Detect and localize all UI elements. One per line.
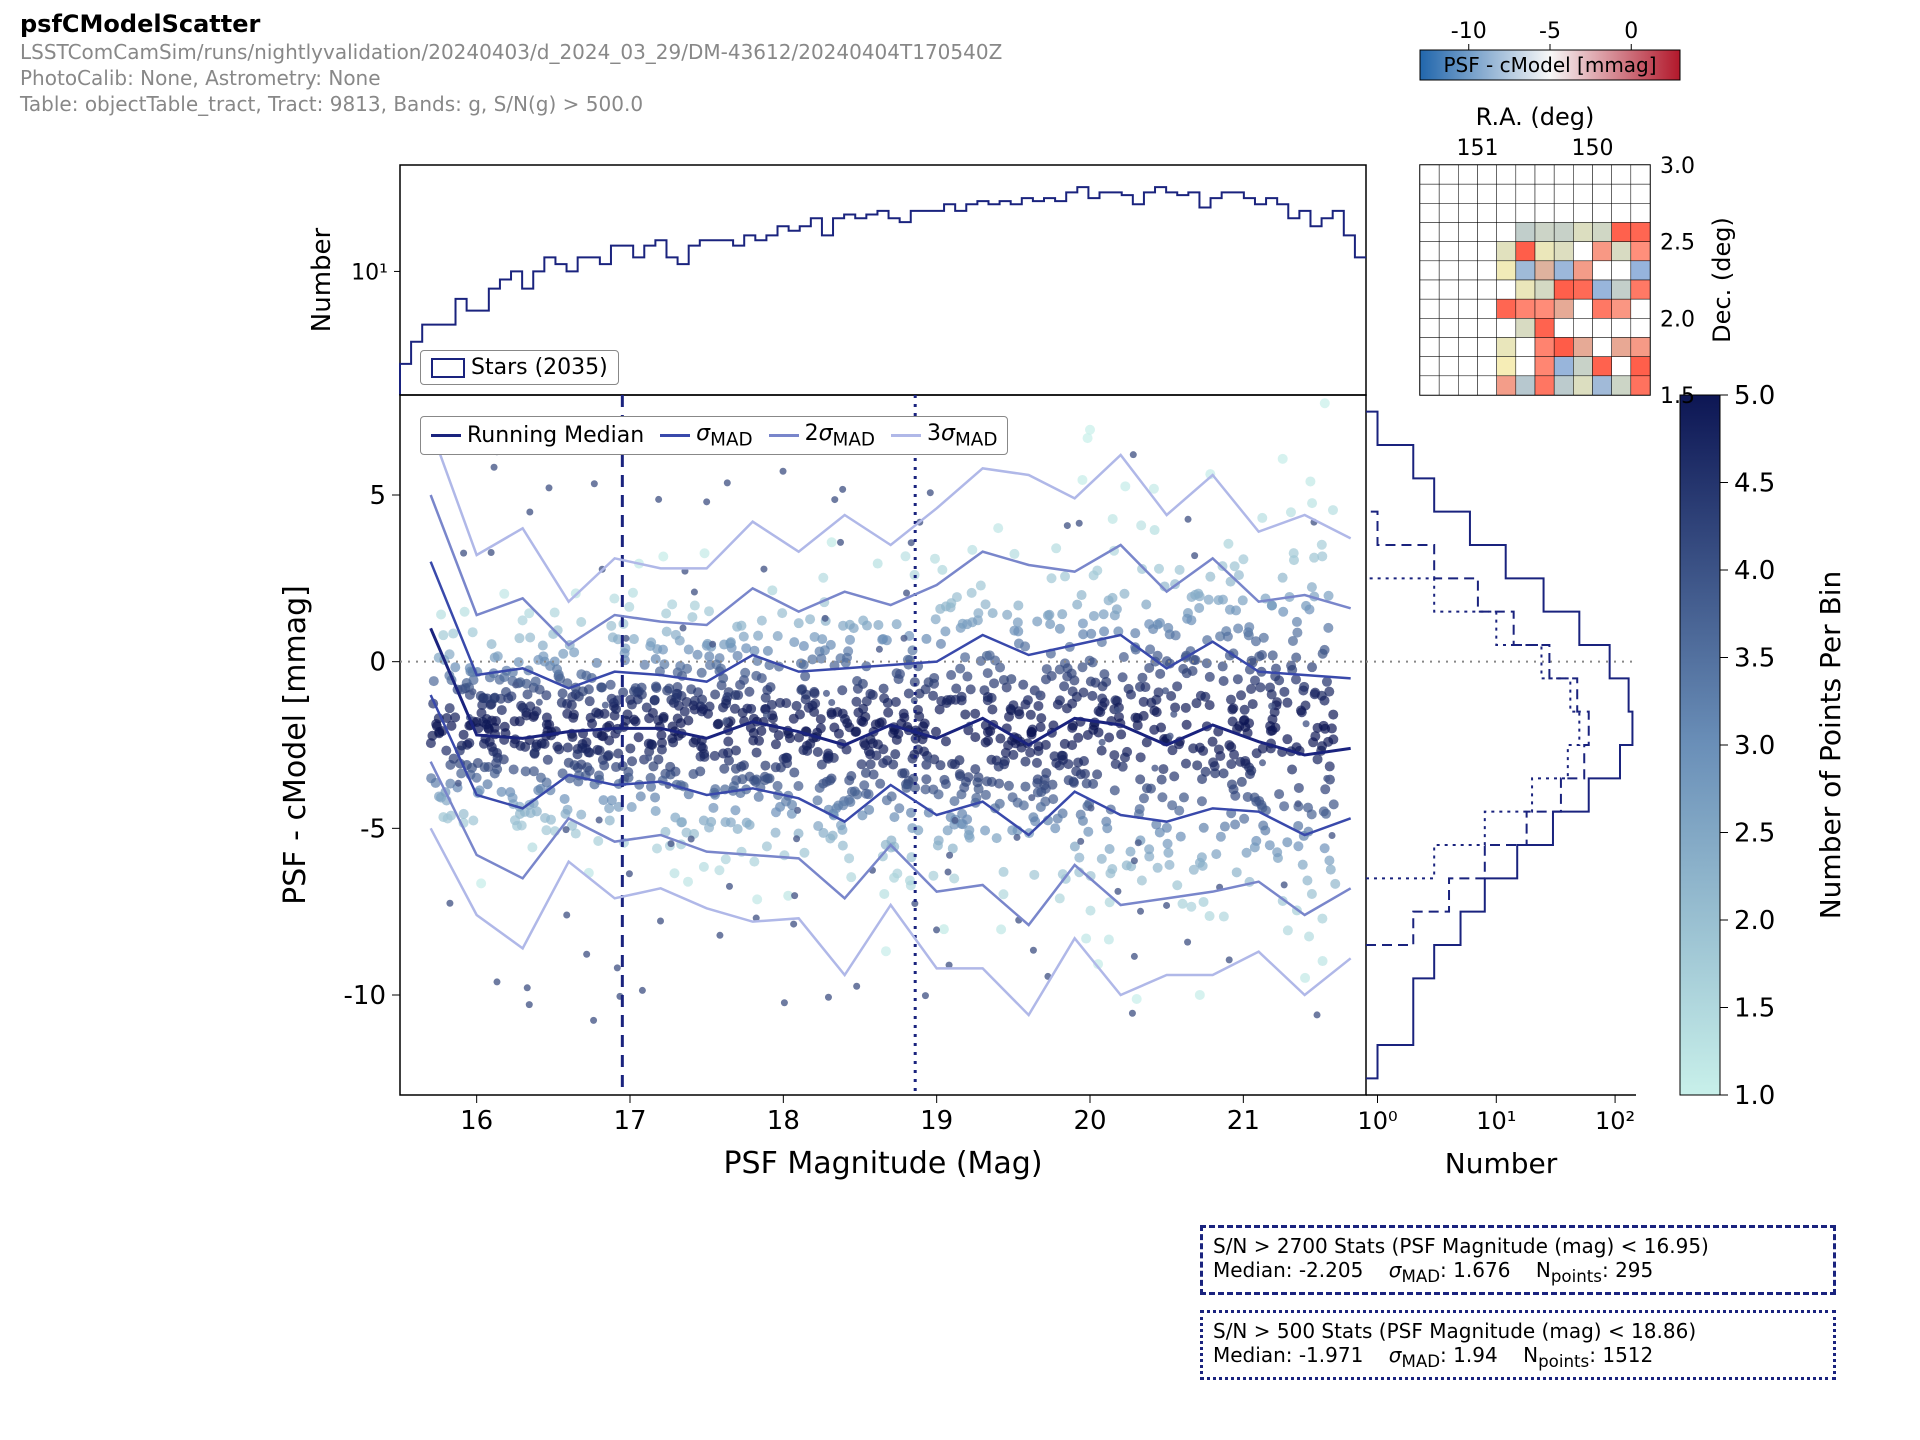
svg-text:21: 21 (1227, 1106, 1260, 1136)
svg-text:17: 17 (613, 1106, 646, 1136)
svg-text:1.5: 1.5 (1660, 384, 1695, 409)
legend-item: 2σMAD (769, 421, 875, 450)
stars-legend-label: Stars (2035) (471, 355, 608, 380)
stats-box-2: S/N > 500 Stats (PSF Magnitude (mag) < 1… (1200, 1310, 1836, 1380)
stats2-line2: Median: -1.971 σMAD: 1.94 Npoints: 1512 (1213, 1343, 1823, 1371)
svg-text:1.5: 1.5 (1734, 994, 1775, 1024)
main-legend: Running Median σMAD 2σMAD 3σMAD (420, 416, 1008, 455)
svg-text:PSF - cModel [mmag]: PSF - cModel [mmag] (278, 585, 313, 905)
svg-text:Number: Number (307, 227, 337, 332)
svg-text:19: 19 (920, 1106, 953, 1136)
stats1-line2: Median: -2.205 σMAD: 1.676 Npoints: 295 (1213, 1258, 1823, 1286)
svg-text:Dec. (deg): Dec. (deg) (1708, 217, 1736, 343)
svg-text:2.5: 2.5 (1734, 819, 1775, 849)
svg-text:10¹: 10¹ (351, 260, 388, 285)
svg-text:150: 150 (1572, 136, 1614, 161)
svg-text:-10: -10 (344, 981, 386, 1011)
svg-text:-5: -5 (1539, 19, 1561, 44)
svg-text:-10: -10 (1451, 19, 1487, 44)
legend-line-swatch (660, 434, 690, 437)
svg-text:151: 151 (1457, 136, 1499, 161)
legend-label: Running Median (467, 423, 644, 448)
svg-text:Number: Number (1445, 1147, 1558, 1180)
colorbar (1680, 395, 1720, 1095)
svg-text:16: 16 (460, 1106, 493, 1136)
stars-legend-swatch (431, 358, 465, 378)
svg-text:PSF Magnitude (Mag): PSF Magnitude (Mag) (723, 1146, 1042, 1181)
stats2-line1: S/N > 500 Stats (PSF Magnitude (mag) < 1… (1213, 1319, 1823, 1343)
svg-text:Number of Points Per Bin: Number of Points Per Bin (1814, 571, 1847, 920)
svg-text:0: 0 (369, 648, 386, 678)
svg-text:1.0: 1.0 (1734, 1081, 1775, 1111)
legend-label: σMAD (696, 421, 752, 450)
svg-text:2.5: 2.5 (1660, 231, 1695, 256)
svg-text:0: 0 (1624, 19, 1638, 44)
svg-text:PSF - cModel [mmag]: PSF - cModel [mmag] (1443, 53, 1656, 77)
svg-text:3.0: 3.0 (1660, 154, 1695, 179)
svg-text:2.0: 2.0 (1734, 906, 1775, 936)
plot-canvas: 10¹ Number 16 17 18 19 20 21 -10 -5 0 5 PSF Magnitud… (0, 0, 1920, 1440)
svg-text:18: 18 (767, 1106, 800, 1136)
svg-text:4.5: 4.5 (1734, 469, 1775, 499)
svg-text:5: 5 (369, 481, 386, 511)
svg-text:3.5: 3.5 (1734, 644, 1775, 674)
legend-label: 3σMAD (927, 421, 997, 450)
top-hist-legend: Stars (2035) (420, 350, 619, 385)
legend-item: 3σMAD (891, 421, 997, 450)
legend-label: 2σMAD (805, 421, 875, 450)
svg-text:R.A. (deg): R.A. (deg) (1476, 103, 1595, 131)
legend-line-swatch (891, 434, 921, 437)
legend-line-swatch (431, 434, 461, 437)
svg-text:10¹: 10¹ (1476, 1107, 1516, 1135)
svg-text:20: 20 (1073, 1106, 1106, 1136)
svg-text:-5: -5 (360, 814, 386, 844)
legend-item: σMAD (660, 421, 752, 450)
stats1-line1: S/N > 2700 Stats (PSF Magnitude (mag) < … (1213, 1234, 1823, 1258)
svg-text:10⁰: 10⁰ (1357, 1107, 1397, 1135)
svg-text:2.0: 2.0 (1660, 307, 1695, 332)
svg-text:4.0: 4.0 (1734, 556, 1775, 586)
legend-line-swatch (769, 434, 799, 437)
stats-box-1: S/N > 2700 Stats (PSF Magnitude (mag) < … (1200, 1225, 1836, 1295)
svg-text:10²: 10² (1595, 1107, 1635, 1135)
legend-item: Running Median (431, 423, 644, 448)
svg-text:3.0: 3.0 (1734, 731, 1775, 761)
svg-text:5.0: 5.0 (1734, 381, 1775, 411)
